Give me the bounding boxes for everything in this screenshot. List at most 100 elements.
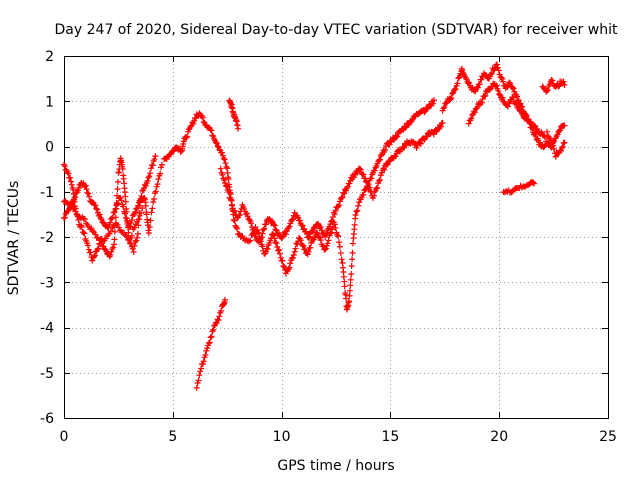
data-point: [262, 221, 269, 228]
data-point: [351, 221, 358, 228]
data-point: [296, 217, 303, 224]
data-point: [544, 86, 551, 93]
data-point: [112, 206, 119, 213]
data-point: [478, 99, 485, 106]
data-point: [114, 201, 121, 208]
data-point: [504, 188, 511, 195]
data-point: [89, 228, 96, 235]
data-point: [559, 143, 566, 150]
data-point: [122, 232, 129, 239]
data-point: [271, 235, 278, 242]
data-point: [243, 210, 250, 217]
data-point: [370, 192, 377, 199]
data-point: [487, 71, 494, 78]
y-tick-label: -2: [40, 230, 54, 246]
data-point: [282, 231, 289, 238]
data-point: [339, 194, 346, 201]
data-point: [197, 368, 204, 375]
data-point: [61, 163, 68, 170]
data-point: [114, 200, 121, 207]
data-point: [196, 372, 203, 379]
data-point: [198, 365, 205, 372]
data-point: [223, 183, 230, 190]
data-point: [98, 216, 105, 223]
data-point: [218, 149, 225, 156]
data-point: [409, 117, 416, 124]
data-point: [121, 180, 128, 187]
data-point: [495, 67, 502, 74]
data-point: [454, 80, 461, 87]
data-point: [130, 248, 137, 255]
data-point: [366, 184, 373, 191]
data-point: [548, 77, 555, 84]
data-point: [317, 224, 324, 231]
data-point: [260, 226, 267, 233]
y-tick-labels: -6 -5 -4 -3 -2 -1 0 1 2: [40, 49, 54, 427]
data-point: [416, 140, 423, 147]
data-point: [235, 125, 242, 132]
data-point: [371, 167, 378, 174]
data-point: [222, 296, 229, 303]
data-point: [529, 125, 536, 132]
data-point: [133, 237, 140, 244]
data-point: [486, 86, 493, 93]
data-point: [363, 178, 370, 185]
data-point: [155, 176, 162, 183]
data-point: [299, 242, 306, 249]
data-point: [228, 196, 235, 203]
data-point: [352, 211, 359, 218]
data-point: [81, 230, 88, 237]
data-point: [212, 139, 219, 146]
data-point: [246, 216, 253, 223]
data-point: [357, 166, 364, 173]
data-point: [184, 133, 191, 140]
data-point: [135, 216, 142, 223]
data-point: [316, 233, 323, 240]
data-point: [421, 109, 428, 116]
data-point: [347, 282, 354, 289]
data-point: [78, 224, 85, 231]
y-tick-label: -3: [40, 275, 54, 291]
data-point: [338, 256, 345, 263]
data-point: [430, 100, 437, 107]
data-point: [68, 202, 75, 209]
data-point: [313, 229, 320, 236]
data-point: [248, 220, 255, 227]
data-point: [147, 170, 154, 177]
data-point: [390, 136, 397, 143]
data-point: [381, 166, 388, 173]
data-point: [133, 206, 140, 212]
data-point: [223, 163, 230, 170]
data-point: [148, 209, 155, 216]
data-point: [355, 202, 362, 209]
data-point: [249, 224, 256, 231]
data-point: [110, 209, 117, 216]
data-point: [317, 237, 324, 244]
data-point: [305, 234, 312, 241]
data-point: [122, 198, 129, 205]
data-point: [84, 189, 91, 196]
data-point: [466, 79, 473, 86]
data-point: [280, 262, 287, 269]
data-point: [123, 233, 130, 240]
data-point: [557, 126, 564, 133]
data-point: [305, 248, 312, 255]
data-point: [304, 251, 311, 258]
data-point: [80, 229, 87, 236]
data-point: [91, 253, 98, 260]
data-point: [325, 237, 332, 244]
data-point: [332, 207, 339, 214]
data-point: [441, 104, 448, 111]
data-point: [94, 206, 101, 213]
data-point: [275, 247, 282, 254]
data-point: [102, 235, 109, 242]
data-point: [362, 175, 369, 182]
data-point: [146, 224, 153, 231]
data-point: [120, 203, 127, 210]
data-point: [65, 170, 72, 177]
data-point: [96, 211, 103, 218]
data-point: [534, 125, 541, 132]
data-point: [377, 153, 384, 160]
data-point: [266, 240, 273, 247]
